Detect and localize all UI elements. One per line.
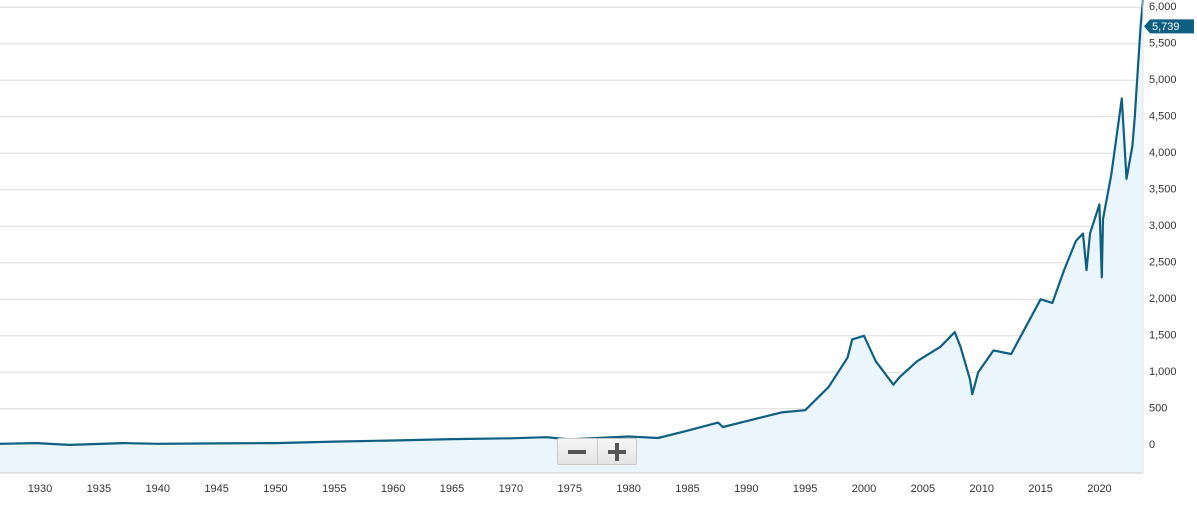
series-line [0, 0, 1145, 446]
x-tick-label: 1975 [557, 483, 581, 495]
y-tick-label: 0 [1149, 439, 1155, 451]
area-fill [0, 0, 1143, 473]
y-axis-tick-labels: 0 500 1,000 1,500 2,000 2,500 3,000 3,500 4,000 4… [1149, 1, 1177, 451]
x-tick-label: 1980 [616, 483, 640, 495]
zoom-out-button[interactable] [558, 439, 597, 464]
y-tick-label: 3,500 [1149, 184, 1177, 196]
y-tick-label: 3,000 [1149, 220, 1177, 232]
x-tick-label: 1935 [87, 483, 111, 495]
zoom-in-button[interactable] [596, 439, 637, 464]
x-tick-label: 1990 [734, 483, 758, 495]
y-tick-label: 500 [1149, 403, 1167, 415]
x-tick-label: 2015 [1028, 483, 1052, 495]
y-tick-label: 1,000 [1149, 366, 1177, 378]
last-value-badge-shape [1144, 19, 1194, 34]
x-tick-label: 2005 [911, 483, 935, 495]
x-tick-label: 1930 [28, 483, 52, 495]
x-tick-label: 1940 [145, 483, 169, 495]
last-value-label: 5,739 [1152, 21, 1180, 33]
y-tick-label: 4,000 [1149, 147, 1177, 159]
y-tick-label: 6,000 [1149, 1, 1177, 13]
x-tick-label: 1950 [263, 483, 287, 495]
x-tick-label: 1970 [499, 483, 523, 495]
x-tick-label: 1945 [204, 483, 228, 495]
last-value-badge: 5,739 [1144, 19, 1194, 34]
x-tick-label: 1960 [381, 483, 405, 495]
x-tick-label: 1985 [675, 483, 699, 495]
x-tick-label: 2020 [1087, 483, 1111, 495]
y-tick-label: 2,500 [1149, 257, 1177, 269]
y-tick-label: 5,000 [1149, 74, 1177, 86]
y-tick-label: 4,500 [1149, 111, 1177, 123]
y-tick-label: 5,500 [1149, 38, 1177, 50]
x-tick-label: 1995 [793, 483, 817, 495]
x-tick-label: 2000 [852, 483, 876, 495]
zoom-controls [557, 438, 637, 465]
minus-icon [568, 449, 587, 454]
x-tick-label: 2010 [969, 483, 993, 495]
x-tick-label: 1965 [440, 483, 464, 495]
y-tick-label: 2,000 [1149, 293, 1177, 305]
y-tick-label: 1,500 [1149, 330, 1177, 342]
x-axis-tick-labels: 1930 1935 1940 1945 1950 1955 1960 1965 1970 1975… [28, 483, 1112, 495]
x-tick-label: 1955 [322, 483, 346, 495]
y-grid-lines [0, 6, 1143, 446]
